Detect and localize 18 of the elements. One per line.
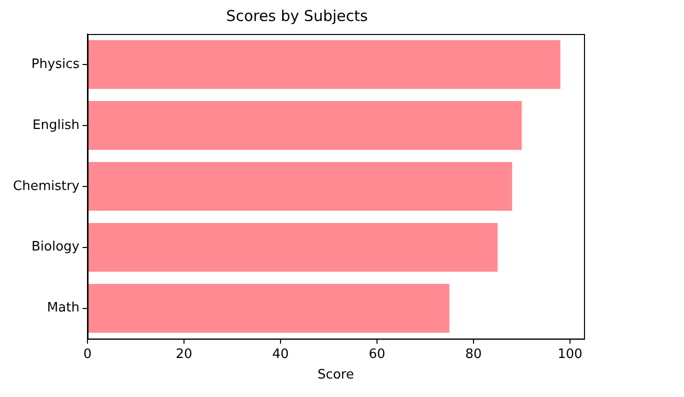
bar	[88, 162, 512, 211]
y-tick-label: Physics	[31, 56, 80, 72]
bar	[88, 222, 498, 272]
bar	[88, 284, 450, 333]
y-tick-label: Math	[46, 300, 80, 316]
x-tick-label: 100	[558, 346, 582, 362]
x-tick-label: 40	[272, 346, 289, 362]
x-axis-title: Score	[318, 368, 354, 383]
y-tick-label: Biology	[32, 240, 80, 255]
x-tick-label: 80	[465, 346, 482, 362]
y-tick-label: Chemistry	[13, 178, 80, 194]
bar	[88, 40, 560, 89]
bar	[88, 101, 522, 150]
x-tick-label: 20	[176, 346, 192, 362]
chart-title: Scores by Subjects	[226, 6, 368, 25]
x-tick-label: 0	[83, 346, 92, 362]
y-tick-label: English	[32, 118, 80, 133]
x-tick-label: 60	[368, 346, 386, 362]
